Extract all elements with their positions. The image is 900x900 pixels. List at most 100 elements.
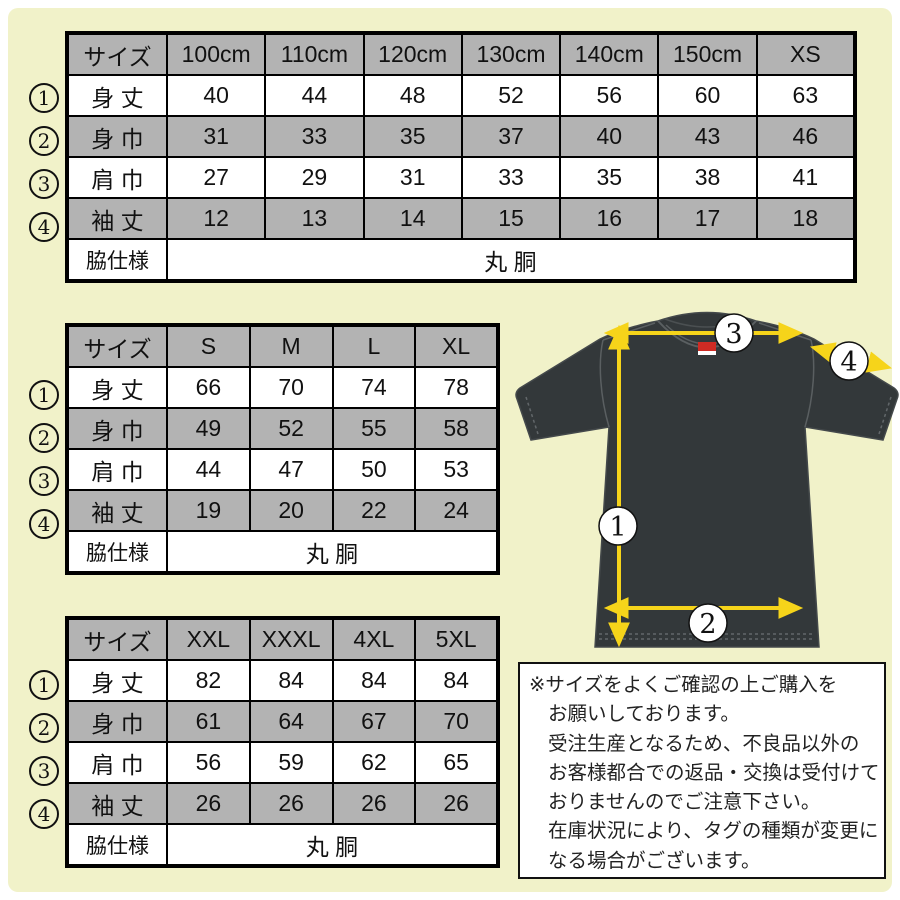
measure-value-cell: 20: [248, 489, 334, 532]
notice-line: 在庫状況により、タグの種類が変更に: [548, 820, 879, 843]
size-option-header: 4XL: [331, 617, 417, 661]
measure-value-cell: 48: [362, 74, 463, 117]
measure-value-cell: 15: [460, 197, 562, 240]
measure-value-cell: 46: [755, 115, 857, 158]
plus-row4-marker: 4: [29, 799, 59, 829]
marker-digit: 4: [37, 802, 51, 826]
side-spec-value-cell: 丸 胴: [166, 823, 499, 867]
size-option-header: M: [248, 324, 334, 368]
size-column-header: サイズ: [66, 617, 168, 661]
measure-value-cell: 19: [166, 489, 251, 532]
size-option-header: 140cm: [559, 32, 660, 76]
side-spec-value-cell: 丸 胴: [166, 530, 499, 574]
side-spec-value-cell: 丸 胴: [166, 238, 856, 282]
kids-size-grid: サイズ 100cm 110cm 120cm 130cm 140cm 150cm XS 身 丈 40…: [65, 31, 857, 283]
tshirt-svg: 3 4 1 2: [515, 311, 899, 648]
measure-value-cell: 74: [331, 366, 417, 409]
brand-tag-strip: [698, 351, 716, 355]
marker-digit: 1: [37, 383, 51, 407]
side-spec-label-cell: 脇仕様: [66, 823, 168, 867]
measure-value-cell: 64: [248, 700, 334, 743]
size-option-header: 120cm: [362, 32, 463, 76]
measure-label-cell: 肩 巾: [66, 448, 168, 491]
measure-value-cell: 18: [755, 197, 857, 240]
measure-value-cell: 43: [657, 115, 758, 158]
measure-value-cell: 50: [331, 448, 417, 491]
marker-2-digit: 2: [699, 609, 716, 640]
notice-line: おりませんのでご注意下さい。: [548, 791, 821, 814]
measure-value-cell: 84: [414, 659, 499, 702]
kids-row4-marker: 4: [29, 212, 59, 242]
measure-value-cell: 40: [559, 115, 660, 158]
measure-value-cell: 13: [264, 197, 365, 240]
measure-value-cell: 53: [414, 448, 499, 491]
side-spec-label-cell: 脇仕様: [66, 238, 168, 282]
measure-value-cell: 37: [460, 115, 562, 158]
size-option-header: L: [331, 324, 417, 368]
size-option-header: XS: [755, 32, 857, 76]
measure-value-cell: 52: [460, 74, 562, 117]
size-option-header: 110cm: [264, 32, 365, 76]
plus-row2-marker: 2: [29, 713, 59, 743]
adult-size-table: サイズ S M L XL 身 丈 66 70 74 78 身 巾 49 52 55 58 肩 巾 44 47 50 5…: [65, 323, 500, 575]
plus-row1-marker: 1: [29, 670, 59, 700]
size-column-header: サイズ: [66, 32, 168, 76]
measure-value-cell: 31: [165, 115, 267, 158]
measure-value-cell: 61: [166, 700, 251, 743]
size-option-header: XL: [414, 324, 499, 368]
measure-value-cell: 84: [331, 659, 417, 702]
measure-value-cell: 84: [248, 659, 334, 702]
measure-value-cell: 60: [657, 74, 758, 117]
marker-digit: 1: [37, 673, 51, 697]
brand-tag: [698, 342, 716, 351]
size-option-header: 5XL: [414, 617, 499, 661]
marker-digit: 3: [37, 469, 51, 493]
measure-value-cell: 38: [657, 156, 758, 199]
measure-value-cell: 26: [414, 782, 499, 825]
marker-digit: 2: [37, 129, 51, 153]
measure-value-cell: 26: [331, 782, 417, 825]
left-armhole-seam: [599, 339, 610, 428]
side-spec-label-cell: 脇仕様: [66, 530, 168, 574]
measure-value-cell: 70: [248, 366, 334, 409]
measure-label-cell: 袖 丈: [66, 782, 168, 825]
kids-row1-marker: 1: [29, 83, 59, 113]
measure-value-cell: 14: [362, 197, 463, 240]
adult-row2-marker: 2: [29, 423, 59, 453]
measure-value-cell: 82: [166, 659, 251, 702]
measure-value-cell: 49: [166, 407, 251, 450]
measure-value-cell: 31: [362, 156, 463, 199]
kids-size-table: サイズ 100cm 110cm 120cm 130cm 140cm 150cm XS 身 丈 40…: [65, 31, 857, 283]
measure-value-cell: 33: [460, 156, 562, 199]
measure-value-cell: 66: [166, 366, 251, 409]
measure-value-cell: 56: [559, 74, 660, 117]
adult-row1-marker: 1: [29, 380, 59, 410]
notice-line: お願いしております。: [548, 703, 740, 726]
marker-1-digit: 1: [609, 512, 626, 543]
measure-value-cell: 22: [331, 489, 417, 532]
measure-value-cell: 63: [755, 74, 857, 117]
kids-row2-marker: 2: [29, 126, 59, 156]
plus-row3-marker: 3: [29, 756, 59, 786]
measure-value-cell: 33: [264, 115, 365, 158]
plus-size-table: サイズ XXL XXXL 4XL 5XL 身 丈 82 84 84 84 身 巾 61 64 67 70 肩 …: [65, 616, 500, 868]
measure-label-cell: 身 丈: [66, 659, 168, 702]
measure-value-cell: 44: [166, 448, 251, 491]
size-option-header: S: [166, 324, 251, 368]
measure-label-cell: 身 丈: [66, 366, 168, 409]
measure-value-cell: 27: [165, 156, 267, 199]
measure-value-cell: 26: [248, 782, 334, 825]
measure-value-cell: 35: [362, 115, 463, 158]
marker-2-circle: [688, 603, 728, 643]
size-option-header: 100cm: [165, 32, 267, 76]
measure-value-cell: 47: [248, 448, 334, 491]
measure-label-cell: 身 巾: [66, 115, 168, 158]
measure-value-cell: 67: [331, 700, 417, 743]
right-cuff-stitch: [878, 396, 892, 435]
measure-value-cell: 41: [755, 156, 857, 199]
notice-line: ※サイズをよくご確認の上ご購入を: [529, 674, 838, 696]
measure-value-cell: 78: [414, 366, 499, 409]
measure-value-cell: 70: [414, 700, 499, 743]
measure-value-cell: 12: [165, 197, 267, 240]
marker-3-circle: [714, 313, 754, 353]
